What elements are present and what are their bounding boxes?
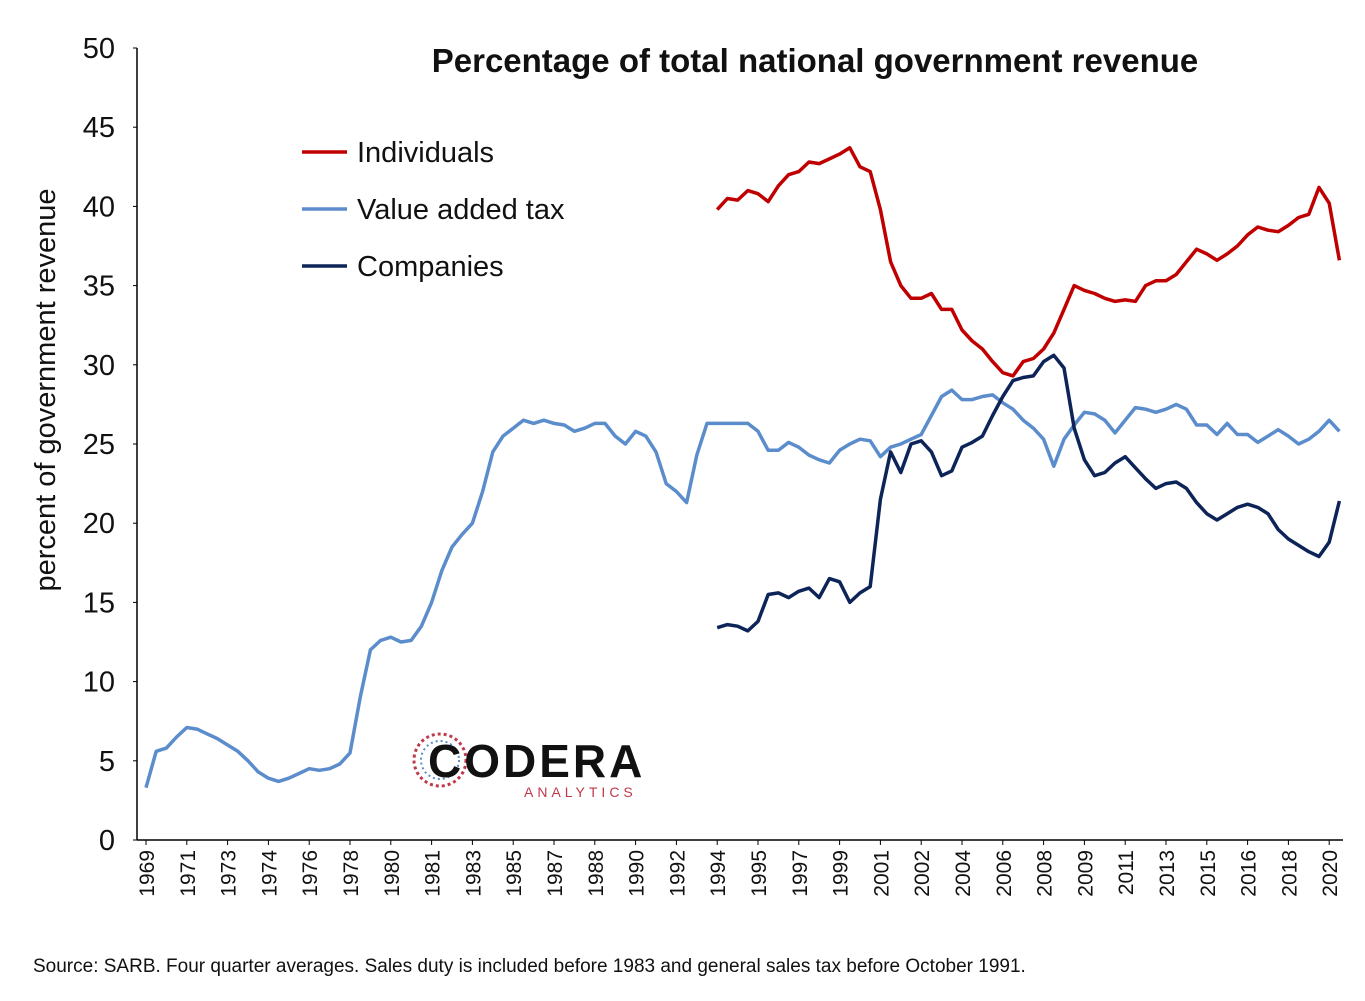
- y-tick-label: 45: [83, 112, 115, 144]
- y-tick-label: 5: [99, 746, 115, 778]
- logo-subtext: ANALYTICS: [524, 784, 637, 800]
- x-tick-label: 1978: [340, 850, 363, 897]
- y-tick-label: 50: [83, 33, 115, 65]
- x-tick-label: 2008: [1034, 850, 1057, 897]
- x-tick-label: 2016: [1238, 850, 1261, 897]
- logo: CODERA ANALYTICS: [412, 732, 645, 800]
- x-tick-label: 1987: [544, 850, 567, 897]
- y-tick-label: 35: [83, 271, 115, 303]
- x-tick-label: 2006: [993, 850, 1016, 897]
- y-tick-label: 0: [99, 825, 115, 857]
- x-tick-label: 1994: [707, 850, 730, 897]
- y-tick-label: 10: [83, 667, 115, 699]
- x-tick-label: 1976: [299, 850, 322, 897]
- legend-label: Individuals: [357, 137, 494, 169]
- y-axis-label: percent of government revenue: [30, 188, 62, 591]
- x-tick-label: 2015: [1197, 850, 1220, 897]
- x-tick-label: 1973: [218, 850, 241, 897]
- x-tick-label: 1974: [258, 850, 281, 897]
- x-tick-label: 2001: [870, 850, 893, 897]
- x-tick-label: 2020: [1319, 850, 1342, 897]
- y-tick-label: 20: [83, 508, 115, 540]
- x-tick-label: 2011: [1115, 850, 1138, 895]
- logo-text: CODERA: [428, 735, 645, 787]
- legend-label: Value added tax: [357, 194, 565, 226]
- y-tick-label: 25: [83, 429, 115, 461]
- x-tick-label: 1988: [585, 850, 608, 897]
- x-tick-label: 1980: [381, 850, 404, 897]
- x-tick-label: 2004: [952, 850, 975, 897]
- x-tick-label: 2013: [1156, 850, 1179, 897]
- x-tick-label: 2002: [911, 850, 934, 897]
- series-line: [716, 353, 1342, 633]
- x-tick-label: 1995: [748, 850, 771, 897]
- x-tick-label: 1969: [136, 850, 159, 897]
- logo-ring: [420, 740, 460, 780]
- logo-ring: [412, 732, 468, 788]
- x-tick-label: 1992: [666, 850, 689, 897]
- x-tick-label: 1990: [626, 850, 649, 897]
- x-tick-label: 1999: [830, 850, 853, 897]
- x-tick-label: 1983: [462, 850, 485, 897]
- legend-label: Companies: [357, 251, 504, 283]
- x-tick-label: 1997: [789, 850, 812, 897]
- x-tick-label: 1981: [422, 850, 445, 897]
- series-line: [715, 146, 1342, 378]
- y-tick-label: 30: [83, 350, 115, 382]
- y-tick-label: 40: [83, 191, 115, 223]
- chart-title: Percentage of total national government …: [432, 42, 1199, 79]
- x-tick-label: 1971: [177, 850, 200, 897]
- series-line: [144, 388, 1341, 789]
- x-tick-label: 1985: [503, 850, 526, 897]
- x-tick-label: 2009: [1074, 850, 1097, 897]
- x-tick-label: 2018: [1278, 850, 1301, 897]
- source-note: Source: SARB. Four quarter averages. Sal…: [33, 956, 1026, 977]
- y-tick-label: 15: [83, 587, 115, 619]
